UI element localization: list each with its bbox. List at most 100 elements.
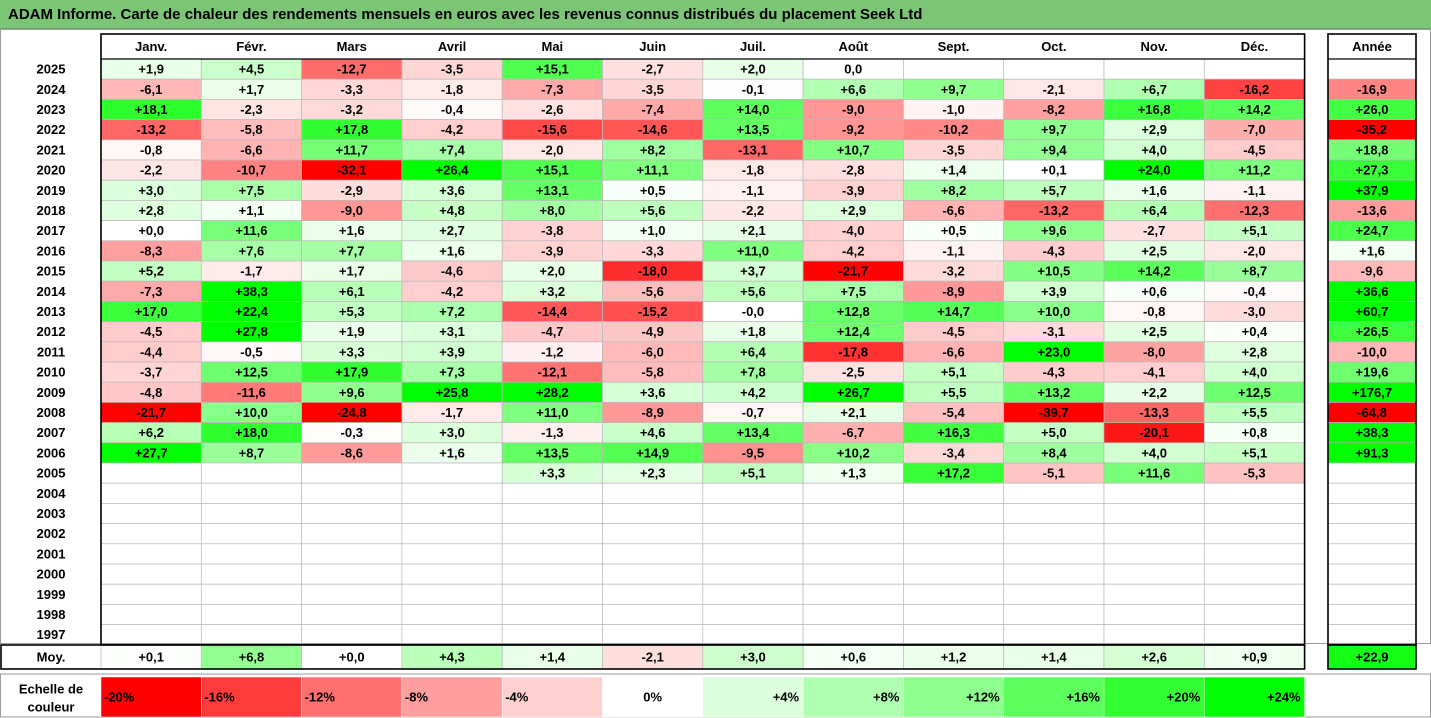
- cell-value: +5,2: [138, 264, 164, 279]
- heatmap-cell: [501, 482, 603, 504]
- cell-value: +1,8: [740, 324, 766, 339]
- cell-value: +38,3: [235, 284, 268, 299]
- cell-value: +2,9: [840, 203, 866, 218]
- cell-value: +14,0: [736, 102, 769, 117]
- annual-value: +38,3: [1356, 425, 1389, 440]
- heatmap-cell: [401, 482, 503, 504]
- cell-value: +15,1: [536, 163, 569, 178]
- month-header: Févr.: [236, 39, 266, 54]
- cell-value: -4,6: [441, 264, 463, 279]
- cell-value: -0,7: [742, 405, 764, 420]
- cell-value: +6,4: [1141, 203, 1167, 218]
- cell-value: -7,4: [641, 102, 664, 117]
- heatmap-cell: [702, 543, 804, 565]
- cell-value: +5,6: [740, 284, 766, 299]
- cell-value: +5,1: [941, 365, 967, 380]
- cell-value: +9,7: [1041, 122, 1067, 137]
- scale-swatch-label: -8%: [405, 690, 429, 705]
- cell-value: -7,0: [1243, 122, 1265, 137]
- heatmap-cell: [802, 624, 904, 646]
- heatmap-cell: [702, 523, 804, 545]
- cell-value: -2,0: [1243, 243, 1265, 258]
- heatmap-cell: [301, 482, 403, 504]
- heatmap-cell: [1203, 543, 1305, 565]
- cell-value: +2,8: [138, 203, 164, 218]
- average-value: +0,9: [1242, 650, 1268, 665]
- heatmap-cell: [802, 523, 904, 545]
- cell-value: +1,7: [239, 82, 265, 97]
- heatmap-cell: [401, 462, 503, 484]
- cell-value: -14,4: [538, 304, 568, 319]
- scale-swatch-label: -4%: [505, 690, 529, 705]
- heatmap-cell: [401, 523, 503, 545]
- cell-value: +3,3: [540, 466, 566, 481]
- cell-value: +6,1: [339, 284, 365, 299]
- average-label: Moy.: [37, 650, 66, 665]
- cell-value: +7,5: [239, 183, 265, 198]
- cell-value: +11,6: [1138, 466, 1170, 481]
- year-label: 2006: [37, 445, 66, 460]
- cell-value: +12,4: [837, 324, 871, 339]
- cell-value: +17,9: [335, 365, 368, 380]
- cell-value: +12,5: [235, 365, 268, 380]
- cell-value: +18,0: [235, 425, 268, 440]
- annual-value: +37,9: [1356, 183, 1389, 198]
- cell-value: +8,7: [239, 445, 265, 460]
- cell-value: +17,0: [135, 304, 168, 319]
- cell-value: +0,4: [1242, 324, 1268, 339]
- month-header: Oct.: [1041, 39, 1066, 54]
- cell-value: +1,9: [339, 324, 365, 339]
- heatmap-cell: [301, 543, 403, 565]
- cell-value: -1,0: [942, 102, 964, 117]
- year-label: 2016: [37, 243, 66, 258]
- cell-value: +3,9: [1041, 284, 1067, 299]
- cell-value: -14,6: [638, 122, 668, 137]
- cell-value: -6,6: [942, 344, 964, 359]
- scale-label: couleur: [28, 700, 75, 715]
- cell-value: +17,8: [335, 122, 368, 137]
- cell-value: +13,5: [736, 122, 769, 137]
- cell-value: -12,7: [337, 62, 367, 77]
- cell-value: -6,7: [842, 425, 864, 440]
- cell-value: -10,7: [237, 163, 267, 178]
- scale-swatch: [903, 676, 1004, 718]
- cell-value: +14,7: [937, 304, 970, 319]
- heatmap-cell: [100, 624, 202, 646]
- cell-value: +8,0: [540, 203, 566, 218]
- cell-value: -2,5: [842, 365, 864, 380]
- cell-value: -3,2: [942, 264, 964, 279]
- cell-value: -8,9: [641, 405, 663, 420]
- heatmap-cell: [802, 503, 904, 524]
- cell-value: -0,5: [240, 344, 262, 359]
- heatmap-cell: [602, 482, 704, 504]
- heatmap-cell: [200, 563, 302, 585]
- year-label: 2008: [37, 405, 66, 420]
- heatmap-cell: [1103, 563, 1205, 585]
- cell-value: +2,9: [1141, 122, 1167, 137]
- cell-value: -3,7: [140, 365, 162, 380]
- cell-value: +11,2: [1238, 163, 1270, 178]
- cell-value: +15,1: [536, 62, 569, 77]
- scale-swatch: [201, 676, 302, 718]
- cell-value: +10,0: [235, 405, 268, 420]
- cell-value: +8,2: [640, 142, 666, 157]
- month-header: Mai: [542, 39, 564, 54]
- cell-value: -16,2: [1240, 82, 1270, 97]
- average-cell: [1003, 644, 1105, 670]
- cell-value: -1,2: [541, 344, 563, 359]
- heatmap-cell: [1203, 563, 1305, 585]
- cell-value: +5,5: [1242, 405, 1268, 420]
- cell-value: +11,6: [235, 223, 267, 238]
- cell-value: -0,3: [341, 425, 363, 440]
- cell-value: +2,5: [1141, 324, 1167, 339]
- annual-value: -10,0: [1357, 344, 1387, 359]
- annual-value: +26,0: [1356, 102, 1389, 117]
- cell-value: -1,7: [240, 264, 262, 279]
- cell-value: -9,0: [341, 203, 363, 218]
- cell-value: -4,9: [641, 324, 663, 339]
- cell-value: +8,4: [1041, 445, 1067, 460]
- heatmap-cell: [903, 563, 1005, 585]
- cell-value: -1,1: [942, 243, 964, 258]
- scale-swatch-label: -16%: [204, 690, 235, 705]
- average-row-border: [0, 644, 1306, 670]
